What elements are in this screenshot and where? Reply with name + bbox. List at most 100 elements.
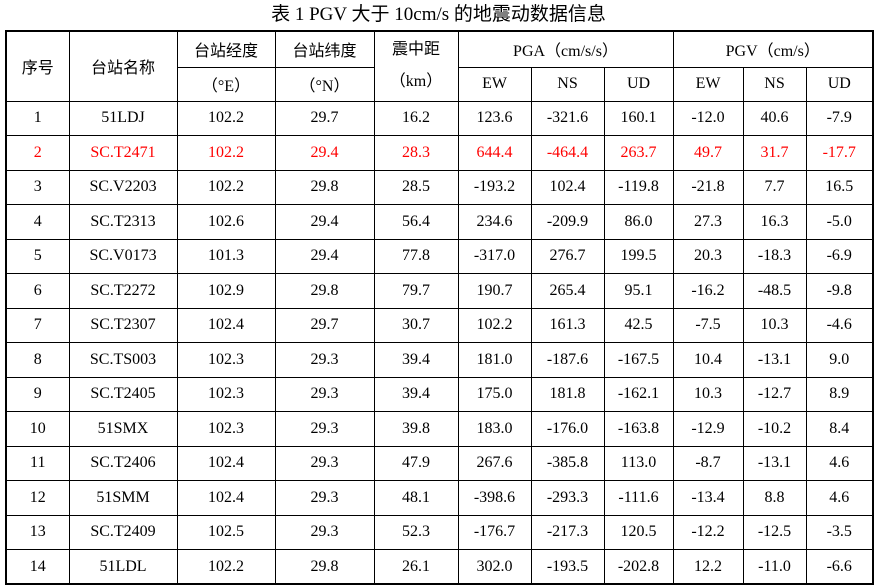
cell-latitude: 29.8 [274, 549, 375, 585]
cell-pgv-ew: 49.7 [672, 135, 744, 171]
cell-seq: 2 [5, 135, 70, 171]
cell-latitude: 29.3 [274, 376, 375, 412]
cell-pga-ns: -187.6 [530, 342, 605, 378]
table-row: 9 SC.T2405 102.3 29.3 39.4 175.0 181.8 -162.1 10… [5, 376, 874, 412]
header-epicentral-distance-label: 震中距 [391, 41, 440, 59]
cell-pgv-ns: 10.3 [742, 307, 807, 343]
cell-pga-ew: -398.6 [457, 480, 532, 516]
cell-latitude: 29.8 [274, 273, 375, 309]
table-body: 1 51LDJ 102.2 29.7 16.2 123.6 -321.6 160.1 -12.0… [5, 100, 874, 585]
cell-longitude: 101.3 [176, 238, 276, 274]
cell-pgv-ew: -12.0 [672, 100, 744, 136]
cell-pgv-ns: -11.0 [742, 549, 807, 585]
cell-pgv-ud: -17.7 [805, 135, 874, 171]
cell-pgv-ud: 8.4 [805, 411, 874, 447]
cell-pgv-ew: -16.2 [672, 273, 744, 309]
cell-pga-ud: 113.0 [603, 445, 674, 481]
header-pgv-ns: NS [742, 66, 807, 102]
table-row: 2 SC.T2471 102.2 29.4 28.3 644.4 -464.4 263.7 49… [5, 135, 874, 171]
table-row: 12 51SMM 102.4 29.3 48.1 -398.6 -293.3 -111.6 -1… [5, 480, 874, 516]
cell-epicentral-distance: 28.5 [373, 169, 459, 205]
cell-pga-ud: -111.6 [603, 480, 674, 516]
table-row: 11 SC.T2406 102.4 29.3 47.9 267.6 -385.8 113.0-… [5, 445, 874, 481]
cell-latitude: 29.4 [274, 204, 375, 240]
cell-station-name: SC.T2272 [68, 273, 178, 309]
cell-latitude: 29.8 [274, 169, 375, 205]
cell-pga-ew: 190.7 [457, 273, 532, 309]
cell-pga-ud: 199.5 [603, 238, 674, 274]
cell-epicentral-distance: 77.8 [373, 238, 459, 274]
cell-latitude: 29.3 [274, 514, 375, 550]
header-pgv-ud: UD [805, 66, 874, 102]
cell-seq: 7 [5, 307, 70, 343]
cell-pga-ns: -193.5 [530, 549, 605, 585]
cell-pga-ns: 276.7 [530, 238, 605, 274]
header-pga-ud: UD [603, 66, 674, 102]
cell-pgv-ud: 16.5 [805, 169, 874, 205]
cell-epicentral-distance: 30.7 [373, 307, 459, 343]
table-row: 8 SC.TS003 102.3 29.3 39.4 181.0 -187.6 -167.5 1… [5, 342, 874, 378]
cell-pga-ns: 181.8 [530, 376, 605, 412]
header-pga-group: PGA（cm/s/s） [457, 30, 674, 68]
cell-pgv-ew: -13.4 [672, 480, 744, 516]
cell-seq: 3 [5, 169, 70, 205]
cell-pgv-ns: 8.8 [742, 480, 807, 516]
cell-epicentral-distance: 28.3 [373, 135, 459, 171]
cell-seq: 5 [5, 238, 70, 274]
cell-seq: 1 [5, 100, 70, 136]
cell-station-name: SC.V2203 [68, 169, 178, 205]
cell-pgv-ns: -48.5 [742, 273, 807, 309]
header-row-2: （°E） （°N） EW NS UD EW NS UD [6, 66, 874, 102]
cell-pga-ns: 265.4 [530, 273, 605, 309]
cell-pgv-ew: -21.8 [672, 169, 744, 205]
cell-longitude: 102.2 [176, 549, 276, 585]
cell-latitude: 29.3 [274, 445, 375, 481]
cell-longitude: 102.3 [176, 342, 276, 378]
cell-pga-ud: 95.1 [603, 273, 674, 309]
cell-station-name: SC.V0173 [68, 238, 178, 274]
cell-pgv-ns: -18.3 [742, 238, 807, 274]
cell-pga-ud: 160.1 [603, 100, 674, 136]
cell-pgv-ns: -13.1 [742, 445, 807, 481]
cell-pga-ew: 644.4 [457, 135, 532, 171]
cell-pga-ud: -163.8 [603, 411, 674, 447]
cell-pgv-ud: -7.9 [805, 100, 874, 136]
cell-epicentral-distance: 39.8 [373, 411, 459, 447]
cell-station-name: SC.T2307 [68, 307, 178, 343]
cell-pga-ns: -217.3 [530, 514, 605, 550]
cell-pgv-ns: -12.7 [742, 376, 807, 412]
table-row: 1 51LDJ 102.2 29.7 16.2 123.6 -321.6 160.1 -12.0… [5, 100, 874, 136]
cell-epicentral-distance: 48.1 [373, 480, 459, 516]
cell-pga-ew: -193.2 [457, 169, 532, 205]
cell-station-name: SC.T2409 [68, 514, 178, 550]
cell-latitude: 29.3 [274, 342, 375, 378]
cell-longitude: 102.4 [176, 480, 276, 516]
table-row: 13 SC.T2409 102.5 29.3 52.3 -176.7 -217.3 120.5… [5, 514, 874, 550]
cell-pga-ud: -119.8 [603, 169, 674, 205]
cell-epicentral-distance: 56.4 [373, 204, 459, 240]
cell-pgv-ns: 40.6 [742, 100, 807, 136]
table-row: 6 SC.T2272 102.9 29.8 79.7 190.7 265.4 95.1 -16.… [5, 273, 874, 309]
cell-pga-ew: -317.0 [457, 238, 532, 274]
cell-longitude: 102.2 [176, 135, 276, 171]
cell-pgv-ns: -12.5 [742, 514, 807, 550]
cell-pga-ew: 302.0 [457, 549, 532, 585]
cell-seq: 6 [5, 273, 70, 309]
cell-pga-ns: 161.3 [530, 307, 605, 343]
cell-pgv-ud: -3.5 [805, 514, 874, 550]
cell-epicentral-distance: 26.1 [373, 549, 459, 585]
cell-pga-ns: -385.8 [530, 445, 605, 481]
cell-pga-ew: 102.2 [457, 307, 532, 343]
header-latitude: 台站纬度 [274, 30, 375, 68]
table-header: 序号 台站名称 台站经度 台站纬度 震中距 （km） PGA（cm/s/s） P… [5, 30, 874, 102]
cell-station-name: SC.TS003 [68, 342, 178, 378]
cell-pgv-ew: 27.3 [672, 204, 744, 240]
cell-latitude: 29.3 [274, 411, 375, 447]
cell-pgv-ud: -5.0 [805, 204, 874, 240]
cell-pga-ew: 175.0 [457, 376, 532, 412]
cell-pga-ns: -464.4 [530, 135, 605, 171]
cell-pga-ns: -321.6 [530, 100, 605, 136]
cell-pga-ns: 102.4 [530, 169, 605, 205]
cell-pgv-ns: -13.1 [742, 342, 807, 378]
cell-pgv-ud: 4.6 [805, 445, 874, 481]
